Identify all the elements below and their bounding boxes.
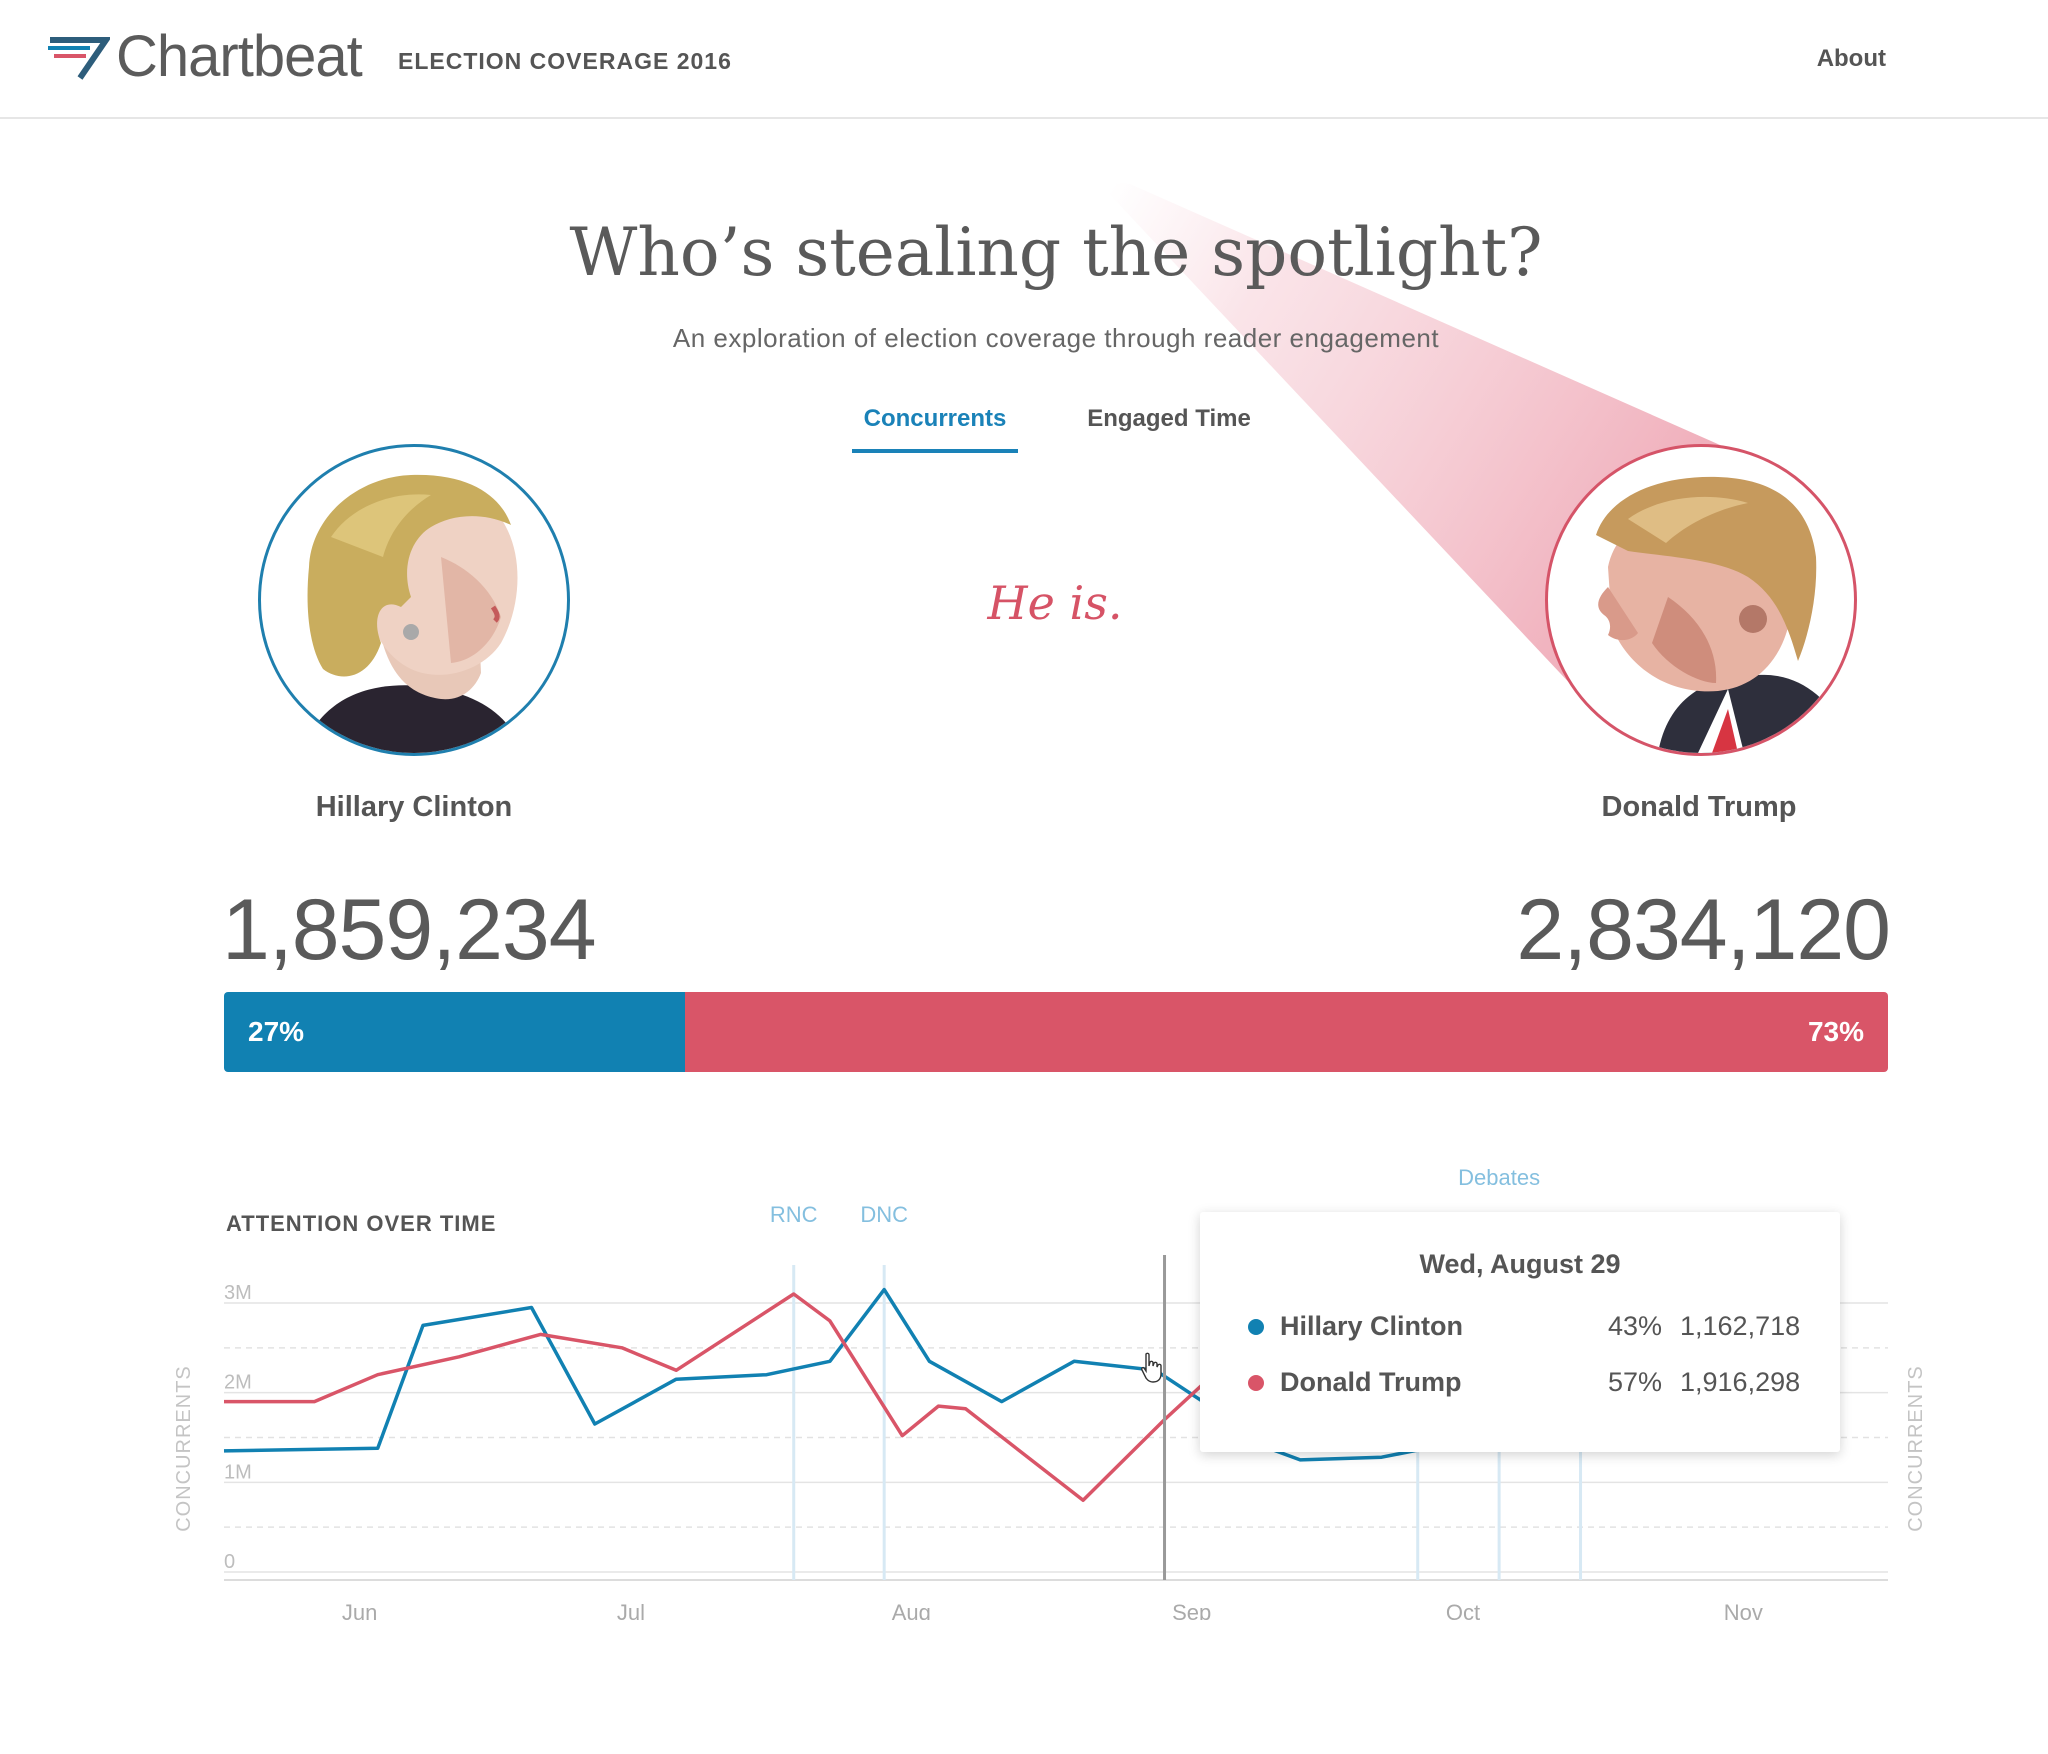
trump-total: 2,834,120 bbox=[1516, 882, 1891, 978]
clinton-share-label: 27% bbox=[248, 1016, 305, 1047]
hover-tooltip: Wed, August 29 Hillary Clinton 43% 1,162… bbox=[1200, 1212, 1840, 1452]
trump-name: Donald Trump bbox=[1601, 791, 1797, 823]
tooltip-row-trump: Donald Trump 57% 1,916,298 bbox=[1200, 1362, 1840, 1402]
top-header bbox=[0, 0, 2048, 119]
tooltip-name: Donald Trump bbox=[1280, 1367, 1462, 1397]
chart-title: ATTENTION OVER TIME bbox=[226, 1211, 497, 1236]
trump-share-segment: 73% bbox=[684, 992, 1888, 1072]
pointer-hand-icon bbox=[1141, 1352, 1162, 1383]
y-tick-label: 1M bbox=[224, 1461, 252, 1483]
tooltip-value: 1,916,298 bbox=[1680, 1367, 1801, 1397]
event-marker-label: RNC bbox=[770, 1202, 818, 1227]
y-tick-label: 3M bbox=[224, 1282, 252, 1304]
tooltip-date: Wed, August 29 bbox=[1419, 1249, 1621, 1279]
chartbeat-logo-icon bbox=[48, 37, 110, 80]
tab-engaged-time[interactable]: Engaged Time bbox=[1087, 405, 1251, 432]
tooltip-pct: 57% bbox=[1607, 1367, 1662, 1397]
x-tick-label: Nov bbox=[1724, 1600, 1763, 1620]
active-tab-indicator bbox=[852, 449, 1018, 453]
x-tick-label: Aug bbox=[892, 1600, 931, 1620]
y-tick-label: 2M bbox=[224, 1372, 252, 1394]
y-axis-title-left: CONCURRENTS bbox=[173, 1365, 195, 1532]
debates-label: Debates bbox=[1458, 1165, 1540, 1190]
verdict-text: He is. bbox=[987, 576, 1123, 630]
trump-share-label: 73% bbox=[1807, 1016, 1864, 1047]
trump-legend-dot bbox=[1248, 1375, 1264, 1391]
tooltip-row-clinton: Hillary Clinton 43% 1,162,718 bbox=[1200, 1306, 1840, 1346]
tab-concurrents[interactable]: Concurrents bbox=[863, 405, 1007, 432]
trump-portrait bbox=[1545, 444, 1857, 756]
tooltip-name: Hillary Clinton bbox=[1280, 1311, 1464, 1341]
clinton-portrait bbox=[258, 444, 570, 756]
clinton-total: 1,859,234 bbox=[222, 882, 597, 978]
y-tick-label: 0 bbox=[224, 1551, 235, 1573]
tooltip-value: 1,162,718 bbox=[1680, 1311, 1801, 1341]
brand-logo-text[interactable]: Chartbeat bbox=[116, 24, 363, 89]
x-tick-label: Sep bbox=[1172, 1600, 1211, 1620]
clinton-name: Hillary Clinton bbox=[315, 791, 513, 823]
x-tick-label: Jun bbox=[342, 1600, 377, 1620]
x-tick-label: Jul bbox=[617, 1600, 645, 1620]
tooltip-pct: 43% bbox=[1607, 1311, 1662, 1341]
clinton-share-segment: 27% bbox=[224, 992, 685, 1072]
page-title: Who’s stealing the spotlight? bbox=[569, 214, 1543, 291]
share-bar: 27% 73% bbox=[224, 992, 1888, 1072]
section-title: ELECTION COVERAGE 2016 bbox=[398, 48, 732, 74]
clinton-legend-dot bbox=[1248, 1319, 1264, 1335]
event-marker-label: DNC bbox=[860, 1202, 908, 1227]
x-tick-label: Oct bbox=[1446, 1600, 1480, 1620]
about-link[interactable]: About bbox=[1816, 45, 1886, 72]
y-axis-title-right: CONCURRENTS bbox=[1905, 1365, 1927, 1532]
page-subtitle: An exploration of election coverage thro… bbox=[672, 323, 1440, 353]
